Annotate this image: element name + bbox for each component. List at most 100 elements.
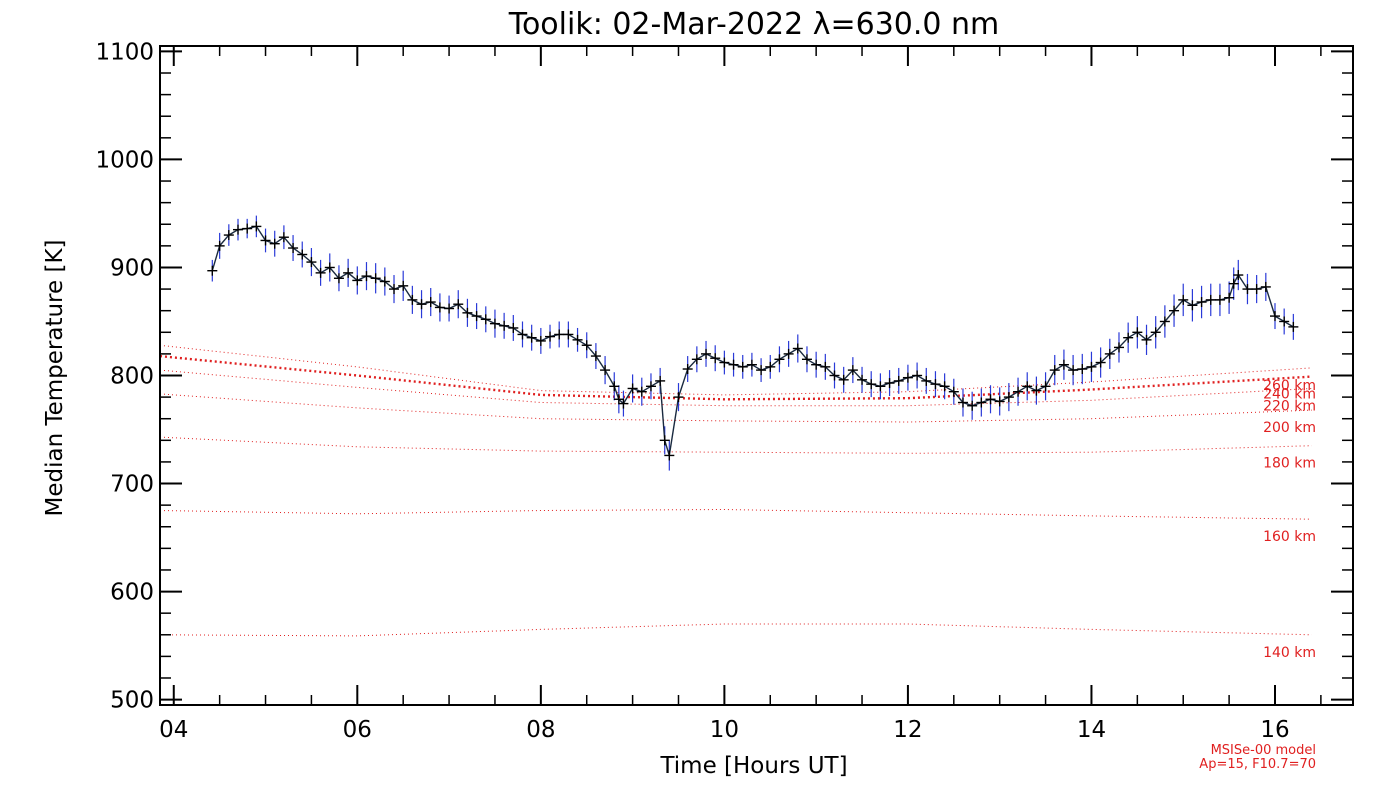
data-point: [618, 398, 629, 409]
data-point: [324, 262, 335, 273]
y-tick-label: 900: [110, 255, 154, 281]
data-point: [994, 396, 1005, 407]
y-tick-label: 800: [110, 364, 154, 390]
data-point: [645, 381, 656, 392]
data-point: [746, 359, 757, 370]
x-tick-label: 04: [159, 717, 188, 743]
data-point: [792, 343, 803, 354]
data-point: [893, 375, 904, 386]
x-tick-label: 10: [710, 717, 739, 743]
model-curve-label: 240 km: [1263, 387, 1316, 403]
data-point: [1022, 381, 1033, 392]
data-point: [765, 361, 776, 372]
axis-ticks: 04 06 08 10 12 14 16 500 600 700 800 900 1000 1100: [95, 39, 1353, 743]
data-point: [545, 331, 556, 342]
data-point: [526, 332, 537, 343]
data-point: [590, 351, 601, 362]
data-point: [269, 238, 280, 249]
data-point: [1178, 294, 1189, 305]
data-point: [1187, 300, 1198, 311]
x-tick-label: 06: [343, 717, 372, 743]
data-point: [948, 386, 959, 397]
data-point: [343, 267, 354, 278]
data-point: [1058, 359, 1069, 370]
y-axis-label: Median Temperature [K]: [42, 240, 68, 517]
data-point: [517, 329, 528, 340]
data-point: [691, 354, 702, 365]
data-point: [471, 311, 482, 322]
data-point: [535, 335, 546, 346]
data-point: [1104, 348, 1115, 359]
data-point: [1251, 284, 1262, 295]
data-point: [1228, 278, 1239, 289]
data-point: [939, 381, 950, 392]
data-point: [884, 378, 895, 389]
data-point: [407, 294, 418, 305]
data-point: [207, 265, 218, 276]
data-point: [1003, 392, 1014, 403]
model-curve-label: 260 km: [1263, 378, 1316, 394]
model-curve-label: 160 km: [1263, 529, 1316, 545]
data-point: [912, 370, 923, 381]
data-point: [223, 230, 234, 241]
data-point: [572, 334, 583, 345]
data-point: [233, 224, 244, 235]
model-curve-label: 220 km: [1263, 398, 1316, 414]
data-point: [416, 299, 427, 310]
data-point: [214, 240, 225, 251]
x-tick-label: 14: [1077, 717, 1106, 743]
data-point: [297, 249, 308, 260]
model-curve-label: 200 km: [1263, 420, 1316, 436]
y-tick-label: 1000: [95, 147, 154, 173]
data-point: [352, 275, 363, 286]
data-point: [563, 329, 574, 340]
data-point: [251, 221, 262, 232]
model-curve-220km: [159, 369, 1312, 407]
data-point: [801, 354, 812, 365]
data-point: [361, 271, 372, 282]
data-point: [306, 257, 317, 268]
model-curve-160km: [159, 508, 1312, 520]
data-point: [1113, 342, 1124, 353]
model-curve-180km: [159, 436, 1312, 454]
model-curve-200km: [159, 393, 1312, 423]
data-point: [930, 379, 941, 390]
data-point: [389, 284, 400, 295]
data-point: [985, 394, 996, 405]
model-curve-label: 180 km: [1263, 456, 1316, 472]
data-point: [1205, 294, 1216, 305]
data-point: [242, 223, 253, 234]
data-point: [682, 364, 693, 375]
data-point: [719, 357, 730, 368]
data-point: [554, 329, 565, 340]
measured-line: [211, 225, 1294, 456]
data-point: [1196, 297, 1207, 308]
data-point: [480, 314, 491, 325]
data-point: [710, 353, 721, 364]
data-point: [315, 267, 326, 278]
data-point: [434, 302, 445, 313]
data-point: [1077, 364, 1088, 375]
data-point: [398, 280, 409, 291]
x-axis-label: Time [Hours UT]: [659, 753, 847, 779]
data-point: [425, 297, 436, 308]
y-tick-label: 500: [110, 688, 154, 714]
data-point: [829, 370, 840, 381]
data-point: [1141, 334, 1152, 345]
data-point: [499, 320, 510, 331]
data-point: [655, 375, 666, 386]
data-point: [636, 386, 647, 397]
data-point: [1095, 357, 1106, 368]
data-point: [838, 374, 849, 385]
model-label-params: Ap=15, F10.7=70: [1199, 757, 1316, 772]
data-point: [673, 392, 684, 403]
data-point: [1260, 281, 1271, 292]
data-point: [875, 381, 886, 392]
data-point: [820, 361, 831, 372]
data-point: [1123, 332, 1134, 343]
data-point: [967, 400, 978, 411]
data-point: [1049, 365, 1060, 376]
data-point: [847, 365, 858, 376]
